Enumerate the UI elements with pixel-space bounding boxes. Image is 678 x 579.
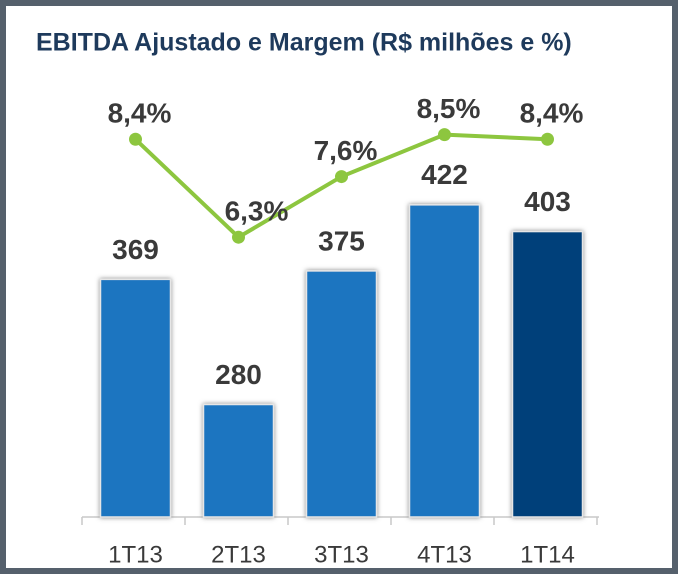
margin-point: [129, 132, 142, 146]
x-tick-label: 4T13: [417, 541, 472, 568]
x-tick-label: 1T14: [520, 541, 575, 568]
x-tick-label: 2T13: [211, 541, 266, 568]
bar-value-label: 369: [112, 234, 159, 265]
chart-title: EBITDA Ajustado e Margem (R$ milhões e %…: [36, 29, 572, 57]
margin-point: [438, 128, 451, 142]
x-tick-label: 1T13: [108, 541, 163, 568]
bar-value-label: 375: [318, 225, 365, 256]
margin-point: [232, 230, 245, 244]
margin-point: [335, 170, 348, 184]
bar-value-label: 280: [215, 359, 262, 390]
bar: [511, 230, 584, 518]
bar: [305, 270, 378, 518]
margin-value-label: 6,3%: [225, 196, 289, 227]
bar: [202, 403, 275, 518]
margin-value-label: 7,6%: [314, 135, 378, 166]
bar-value-label: 403: [524, 186, 571, 217]
margin-value-label: 8,5%: [417, 93, 481, 124]
bar: [408, 204, 481, 518]
margin-point: [541, 132, 554, 146]
margin-value-label: 8,4%: [108, 98, 172, 129]
bar-value-label: 422: [421, 159, 468, 190]
bar: [99, 278, 172, 518]
margin-value-label: 8,4%: [520, 98, 584, 129]
x-tick-label: 3T13: [314, 541, 369, 568]
